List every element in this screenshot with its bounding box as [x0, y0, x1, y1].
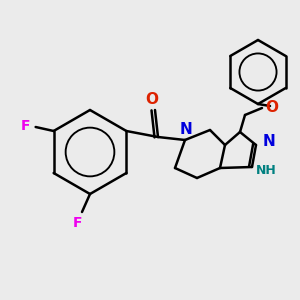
Text: O: O [266, 100, 278, 115]
Text: N: N [180, 122, 192, 137]
Text: F: F [21, 119, 30, 133]
Text: NH: NH [256, 164, 276, 176]
Text: O: O [146, 92, 158, 106]
Text: F: F [73, 216, 83, 230]
Text: N: N [262, 134, 275, 149]
